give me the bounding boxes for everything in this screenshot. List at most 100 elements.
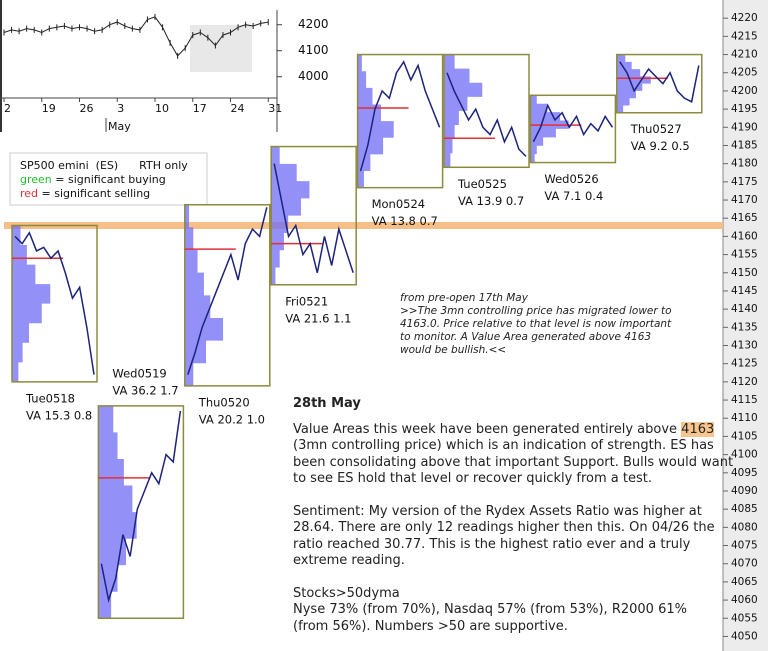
y-tick-label: 4120	[731, 376, 758, 388]
legend-key: red	[20, 187, 38, 200]
legend-title: SP500 emini (ES) RTH only	[20, 159, 188, 172]
inset-x-tick-label: 3	[117, 102, 124, 115]
inset-x-label: May	[108, 120, 131, 133]
legend-box	[9, 152, 208, 206]
inset-x-tick-label: 26	[80, 102, 94, 115]
y-tick-label: 4115	[731, 394, 758, 406]
note-line: from pre-open 17th May	[400, 292, 529, 304]
note-line: to monitor. A Value Area generated above…	[400, 331, 651, 343]
legend-key: green	[20, 173, 52, 186]
text-line: ratio reached 30.77. This is the highest…	[293, 536, 691, 552]
price-line	[14, 231, 95, 375]
session-va: VA 13.9 0.7	[458, 194, 524, 208]
session-name: Tue0525	[457, 177, 507, 191]
session-va: VA 7.1 0.4	[544, 189, 603, 203]
inset-highlight	[190, 25, 252, 72]
volume-profile	[184, 204, 224, 386]
volume-profile	[271, 146, 310, 285]
y-tick-label: 4130	[731, 340, 758, 352]
text-line: been consolidating above that important …	[293, 454, 734, 470]
note-line: would be bullish.<<	[400, 344, 506, 356]
session-name: Wed0519	[112, 366, 166, 380]
price-line	[619, 61, 700, 103]
inset-x-tick-label: 24	[231, 102, 245, 115]
session-box	[11, 224, 98, 383]
paragraph: Stocks>50dyma Nyse 73% (from 70%), Nasdaq…	[293, 586, 723, 636]
y-tick-label: 4055	[731, 612, 758, 624]
y-tick-label: 4150	[731, 267, 758, 279]
session-box	[184, 204, 271, 387]
y-tick-label: 4050	[731, 630, 758, 642]
session-va: VA 21.6 1.1	[285, 311, 351, 325]
price-line	[446, 72, 527, 157]
commentary-title: 28th May	[293, 396, 361, 411]
text-line: (from 56%). Numbers >50 are supportive.	[293, 618, 568, 634]
text-line: Value Areas this week have been generate…	[293, 421, 723, 439]
inset-y-tick-label: 4000	[298, 69, 329, 83]
session-box	[443, 53, 530, 169]
volume-profile	[444, 54, 483, 168]
y-tick-label: 4165	[731, 212, 758, 224]
session-name: Thu0520	[198, 395, 250, 409]
session-va: VA 20.2 1.0	[199, 412, 265, 426]
commentary: 28th May Value Areas this week have been…	[293, 396, 734, 651]
y-tick-label: 4090	[731, 485, 758, 497]
axis-background	[723, 0, 768, 651]
y-tick-label: 4110	[731, 412, 758, 424]
y-tick-label: 4155	[731, 249, 758, 261]
y-tick-label: 4140	[731, 303, 758, 315]
text-line: (3mn controlling price) which is an indi…	[293, 438, 714, 453]
price-line	[273, 163, 354, 273]
y-tick-label: 4095	[731, 467, 758, 479]
text-line: Value Areas this week have been generate…	[293, 421, 682, 437]
price-line	[100, 410, 182, 604]
session-box	[97, 405, 185, 620]
note-line: 4163.0. Price relative to that level is …	[400, 318, 672, 330]
y-tick-label: 4065	[731, 576, 758, 588]
y-tick-label: 4195	[731, 103, 758, 115]
text-line: Sentiment: My version of the Rydex Asset…	[293, 503, 702, 519]
inset-x-tick-label: 19	[42, 102, 56, 115]
highlight: 4163	[681, 421, 715, 437]
session-name: Thu0527	[630, 122, 682, 136]
y-tick-label: 4170	[731, 194, 758, 206]
legend-entry: red = significant selling	[20, 187, 150, 200]
y-tick-label: 4205	[731, 67, 758, 79]
y-tick-label: 4210	[731, 49, 758, 61]
text-line: extreme reading.	[293, 553, 405, 568]
session-va: VA 9.2 0.5	[631, 139, 690, 153]
text-line: to see ES hold that level or recover qui…	[293, 471, 653, 486]
price-line	[532, 103, 614, 143]
price-line	[359, 60, 441, 172]
inset-x-tick-label: 10	[155, 102, 169, 115]
session-box	[529, 94, 617, 164]
paragraph: Value Areas this week have been generate…	[293, 421, 734, 488]
volume-profile	[616, 54, 651, 113]
y-tick-label: 4215	[731, 30, 758, 42]
inset-x-tick-label: 2	[4, 102, 11, 115]
y-tick-label: 4160	[731, 230, 758, 242]
text-line: Nyse 73% (from 70%), Nasdaq 57% (from 53…	[293, 602, 687, 617]
y-tick-label: 4185	[731, 139, 758, 151]
inset-background	[0, 0, 340, 132]
inset-x-tick-label: 31	[268, 102, 282, 115]
inset-x-tick-label: 17	[193, 102, 207, 115]
y-tick-label: 4200	[731, 85, 758, 97]
y-tick-label: 4175	[731, 176, 758, 188]
session-va: VA 15.3 0.8	[26, 408, 92, 422]
volume-profile	[530, 95, 569, 163]
y-tick-label: 4085	[731, 503, 758, 515]
session-name: Fri0521	[285, 294, 328, 308]
legend-entry: green = significant buying	[20, 173, 166, 186]
inset-y-tick-label: 4200	[298, 17, 329, 31]
y-tick-label: 4135	[731, 321, 758, 333]
paragraph: Sentiment: My version of the Rydex Asset…	[293, 504, 723, 570]
inset-price-line	[3, 16, 269, 57]
y-tick-label: 4125	[731, 358, 758, 370]
volume-profile	[12, 225, 51, 382]
session-va: VA 13.8 0.7	[372, 214, 438, 228]
y-tick-label: 4080	[731, 521, 758, 533]
session-box	[616, 53, 703, 114]
